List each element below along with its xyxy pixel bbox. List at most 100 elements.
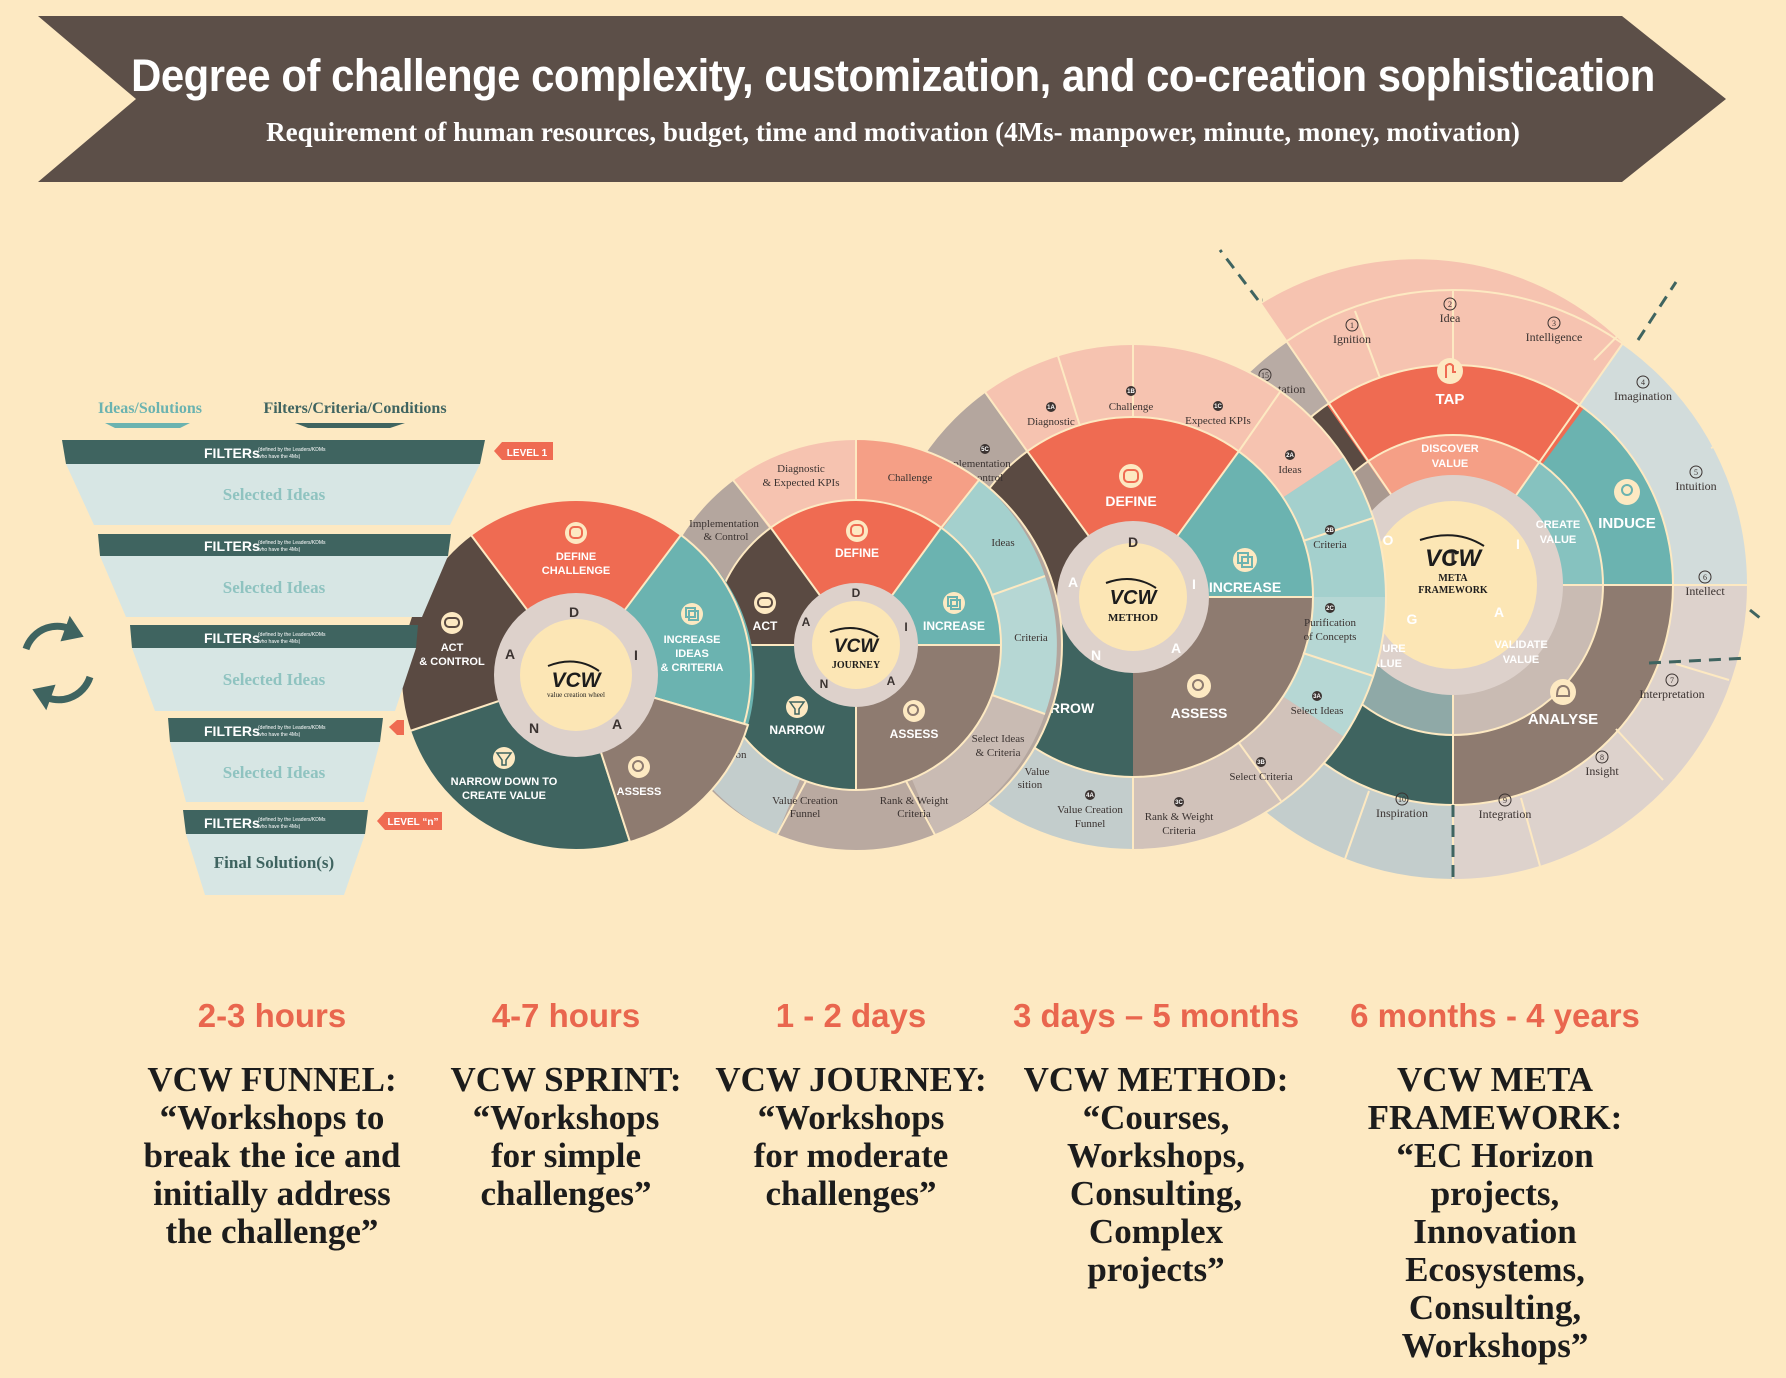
filter-label-1: FILTERs [204, 445, 260, 461]
desc-line: “Workshops [757, 1098, 945, 1137]
journey-n-letter: N [820, 677, 829, 691]
meta-validate-2: VALUE [1503, 654, 1539, 666]
filter-label-5: FILTERs [204, 815, 260, 831]
analyse-icon [1550, 679, 1576, 705]
selected-ideas-1: Selected Ideas [223, 485, 326, 504]
filter-note-4a: (defined by the Leaders/KDMs [258, 725, 326, 731]
sprint-a2-letter: A [505, 646, 515, 662]
duration-meta: 6 months - 4 years [1350, 997, 1640, 1034]
journey-funnel-1: Value Creation [772, 795, 838, 807]
journey-challenge: Challenge [888, 472, 933, 484]
filter-note-1a: (defined by the Leaders/KDMs [258, 447, 326, 453]
increase-icon [1233, 548, 1257, 572]
desc-line: initially address [153, 1174, 391, 1213]
journey-criteria: Criteria [1014, 632, 1048, 644]
filter-note-3a: (defined by the Leaders/KDMs [258, 632, 326, 638]
sprint-define-2: CHALLENGE [542, 565, 610, 577]
method-a-letter: A [1171, 640, 1181, 656]
desc-line: Workshops” [1401, 1326, 1589, 1365]
method-num-5c: 5C [981, 447, 989, 453]
method-num-2c: 2C [1326, 606, 1334, 612]
sprint-logo-sub: value creation wheel [547, 691, 605, 699]
journey-assess-label: ASSESS [890, 727, 939, 741]
method-i-letter: I [1192, 576, 1196, 592]
journey-select-2: & Criteria [976, 747, 1021, 759]
sprint-increase-3: & CRITERIA [661, 662, 724, 674]
act-icon [754, 592, 776, 614]
meta-outer-8: Insight [1585, 764, 1619, 778]
method-purif-1: Purification [1304, 617, 1356, 629]
meta-i-letter: I [1516, 536, 1520, 552]
method-purif-2: of Concepts [1304, 631, 1357, 643]
method-ideas: Ideas [1278, 464, 1301, 476]
method-selcrit: Select Criteria [1229, 771, 1292, 783]
desc-line: projects” [1087, 1250, 1225, 1289]
meta-tap-label: TAP [1436, 391, 1465, 408]
method-value-1: Value [1024, 766, 1049, 778]
desc-line: VCW JOURNEY: [715, 1060, 987, 1099]
method-num-3b: 3B [1257, 760, 1265, 766]
sprint-i-letter: I [634, 647, 638, 663]
method-num-3a: 3A [1313, 694, 1321, 700]
tap-icon [1437, 358, 1463, 384]
desc-line: Innovation [1413, 1212, 1577, 1251]
meta-outer-1: Ignition [1333, 332, 1371, 346]
assess-icon [628, 756, 650, 778]
method-diag: Diagnostic [1027, 416, 1075, 428]
method-rank-2: Criteria [1162, 825, 1196, 837]
svg-text:VCW: VCW [1110, 587, 1159, 609]
desc-line: Workshops, [1067, 1136, 1245, 1175]
title-banner [38, 16, 1726, 182]
filter-note-1b: who have the 4Ms) [258, 454, 301, 460]
method-d-letter: D [1128, 534, 1138, 550]
desc-line: for moderate [753, 1136, 949, 1175]
sprint-increase-2: IDEAS [675, 648, 709, 660]
method-a2-letter: A [1068, 574, 1078, 590]
journey-rank-2: Criteria [897, 808, 931, 820]
meta-outer-5: Intuition [1675, 479, 1716, 493]
define-icon [565, 522, 587, 544]
journey-act-label: ACT [753, 619, 778, 633]
method-funnel-1: Value Creation [1057, 804, 1123, 816]
filter-note-2b: who have the 4Ms) [258, 547, 301, 553]
method-num-2a: 2A [1286, 453, 1294, 459]
method-value-2: sition [1018, 779, 1043, 791]
increase-icon [681, 603, 703, 625]
narrow-icon [786, 696, 808, 718]
method-assess-label: ASSESS [1171, 705, 1228, 721]
duration-method: 3 days – 5 months [1012, 997, 1300, 1034]
desc-line: “EC Horizon [1396, 1136, 1594, 1175]
method-num-3c: 3C [1175, 800, 1183, 806]
meta-outer-2: Idea [1440, 311, 1461, 325]
duration-journey: 1 - 2 days [775, 997, 927, 1034]
desc-journey: VCW JOURNEY: “Workshops for moderate challe… [686, 1061, 1016, 1213]
assess-icon [903, 700, 925, 722]
desc-line: Consulting, [1408, 1288, 1582, 1327]
journey-define-label: DEFINE [835, 546, 879, 560]
method-rank-1: Rank & Weight [1145, 811, 1214, 823]
sprint-wheel: DEFINE CHALLENGE INCREASE IDEAS & CRITER… [400, 499, 755, 851]
journey-i-letter: I [904, 620, 907, 634]
journey-a-letter: A [887, 674, 896, 688]
journey-impl-1: Implementation [689, 518, 759, 530]
meta-g-letter: G [1407, 611, 1418, 627]
meta-num-4: 4 [1641, 378, 1645, 387]
desc-line: VCW METHOD: [1023, 1060, 1289, 1099]
desc-line: “Workshops [472, 1098, 660, 1137]
desc-line: “Courses, [1082, 1098, 1230, 1137]
desc-line: FRAMEWORK: [1367, 1098, 1623, 1137]
meta-a-letter: A [1494, 604, 1504, 620]
vcw-logo: VCW [547, 660, 603, 692]
define-icon [846, 520, 868, 542]
meta-discover-2: VALUE [1432, 458, 1468, 470]
selected-ideas-3: Selected Ideas [223, 670, 326, 689]
sprint-act-2: & CONTROL [419, 656, 485, 668]
filter-note-5b: who have the 4Ms) [258, 824, 301, 830]
sprint-narrow-1: NARROW DOWN TO [451, 776, 558, 788]
funnel-label-left: Ideas/Solutions [98, 400, 202, 417]
desc-line: VCW META [1396, 1060, 1594, 1099]
level-n-tag: LEVEL “n” [388, 817, 439, 828]
desc-line: “Workshops to [159, 1098, 385, 1137]
desc-line: break the ice and [143, 1136, 401, 1175]
method-kpi: Expected KPIs [1185, 415, 1251, 427]
